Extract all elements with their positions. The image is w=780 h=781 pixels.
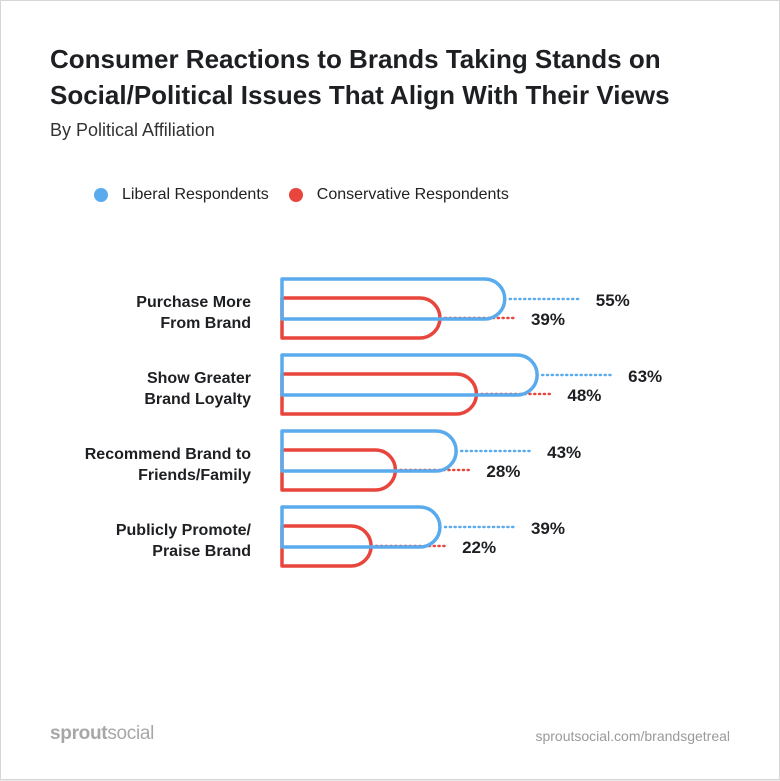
category-label-purchase-more: Purchase More From Brand: [136, 294, 251, 332]
chart-subtitle: By Political Affiliation: [50, 120, 215, 140]
category-label-recommend: Recommend Brand to Friends/Family: [84, 446, 251, 484]
legend-item-conservative: Conservative Respondents: [288, 186, 509, 204]
category-label-publicly-promote: Publicly Promote/ Praise Brand: [115, 522, 251, 560]
value-label-conservative-recommend: 28%: [486, 462, 520, 481]
footer-url: sproutsocial.com/brandsgetreal: [535, 728, 730, 744]
legend: Liberal Respondents Conservative Respond…: [94, 186, 529, 204]
sprout-social-logo: sproutsocial: [50, 723, 154, 745]
bar-liberal-recommend: [280, 429, 458, 473]
value-label-liberal-purchase-more: 55%: [596, 291, 630, 310]
logo-bold-part: sprout: [50, 723, 108, 744]
value-label-conservative-brand-loyalty: 48%: [567, 386, 601, 405]
legend-dot-conservative-icon: [288, 188, 303, 202]
value-label-liberal-recommend: 43%: [547, 443, 581, 462]
value-label-liberal-brand-loyalty: 63%: [628, 367, 662, 386]
value-label-liberal-publicly-promote: 39%: [531, 519, 565, 538]
chart-title: Consumer Reactions to Brands Taking Stan…: [50, 44, 670, 110]
category-label-brand-loyalty: Show Greater Brand Loyalty: [144, 370, 251, 408]
bar-liberal-publicly-promote: [280, 505, 442, 549]
logo-rest-part: social: [107, 723, 155, 744]
legend-dot-liberal-icon: [94, 188, 108, 202]
value-label-conservative-publicly-promote: 22%: [462, 538, 496, 557]
legend-label-conservative: Conservative Respondents: [316, 186, 509, 203]
legend-label-liberal: Liberal Respondents: [122, 186, 269, 203]
value-label-conservative-purchase-more: 39%: [531, 310, 565, 329]
bar-liberal-purchase-more: [280, 277, 507, 321]
bar-liberal-brand-loyalty: [280, 353, 539, 397]
legend-item-liberal: Liberal Respondents: [94, 186, 269, 204]
